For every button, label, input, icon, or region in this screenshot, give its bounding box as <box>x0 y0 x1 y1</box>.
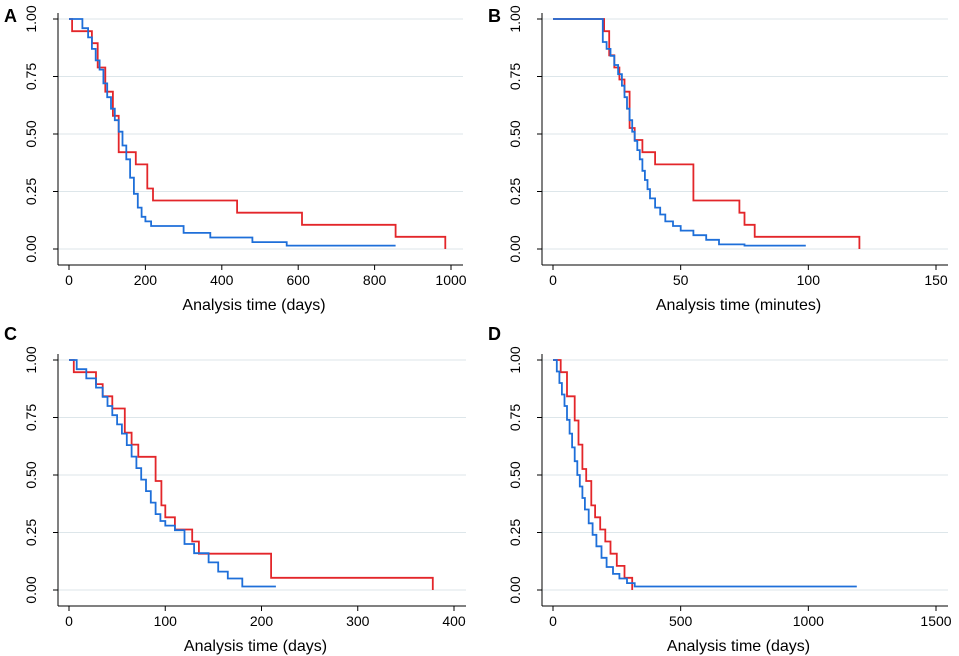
x-tick-label: 500 <box>669 613 693 629</box>
y-tick-label: 1.00 <box>23 346 39 373</box>
x-axis-title: Analysis time (days) <box>184 638 327 655</box>
x-tick-label: 150 <box>924 272 948 288</box>
x-tick-label: 100 <box>797 272 821 288</box>
y-tick-label: 0.75 <box>23 63 39 90</box>
x-tick-label: 1000 <box>435 272 466 288</box>
x-axis-title: Analysis time (minutes) <box>656 297 821 314</box>
y-tick-label: 1.00 <box>507 5 523 32</box>
x-tick-label: 400 <box>442 613 466 629</box>
y-tick-label: 0.50 <box>507 461 523 488</box>
panel-b: 0.00 0.25 0.50 0.75 1.00 0 50 100 150 Analysis ti… <box>488 5 948 314</box>
panel-label-c: C <box>4 324 17 344</box>
y-tick-label: 0.50 <box>23 120 39 147</box>
y-tick-label: 0.75 <box>507 63 523 90</box>
y-tick-label: 1.00 <box>507 346 523 373</box>
x-tick-label: 0 <box>65 613 73 629</box>
x-tick-label: 300 <box>346 613 370 629</box>
x-tick-label: 200 <box>134 272 158 288</box>
y-tick-label: 0.50 <box>507 120 523 147</box>
survival-curve-red <box>553 359 634 590</box>
y-tick-label: 0.00 <box>507 235 523 262</box>
survival-curve-red <box>69 18 447 249</box>
panel-label-a: A <box>4 6 17 26</box>
y-tick-label: 0.00 <box>23 235 39 262</box>
x-tick-label: 1500 <box>920 613 951 629</box>
y-tick-label: 0.75 <box>507 404 523 431</box>
panel-a: 0.00 0.25 0.50 0.75 1.00 0 200 400 600 800 1000 Ana… <box>4 5 467 314</box>
x-tick-label: 0 <box>65 272 73 288</box>
survival-curve-blue <box>69 359 276 588</box>
panel-d: 0.00 0.25 0.50 0.75 1.00 0 500 1000 1500 Analysis… <box>488 324 952 655</box>
x-tick-label: 50 <box>673 272 689 288</box>
x-tick-label: 200 <box>250 613 274 629</box>
y-tick-label: 0.25 <box>23 178 39 205</box>
x-axis-title: Analysis time (days) <box>667 638 810 655</box>
y-tick-label: 0.25 <box>507 519 523 546</box>
y-tick-label: 0.25 <box>507 178 523 205</box>
survival-curve-blue <box>69 18 396 247</box>
panel-label-b: B <box>488 6 501 26</box>
survival-curve-blue <box>553 18 806 247</box>
y-tick-label: 1.00 <box>23 5 39 32</box>
y-tick-label: 0.75 <box>23 404 39 431</box>
y-tick-label: 0.00 <box>507 576 523 603</box>
panel-c: 0.00 0.25 0.50 0.75 1.00 0 100 200 300 400 Analysi… <box>4 324 466 655</box>
y-tick-label: 0.00 <box>23 576 39 603</box>
x-axis-title: Analysis time (days) <box>182 297 325 314</box>
x-tick-label: 800 <box>363 272 387 288</box>
x-tick-label: 100 <box>154 613 178 629</box>
x-tick-label: 1000 <box>793 613 824 629</box>
survival-curve-red <box>69 359 434 590</box>
x-tick-label: 0 <box>549 613 557 629</box>
x-tick-label: 600 <box>287 272 311 288</box>
y-tick-label: 0.50 <box>23 461 39 488</box>
x-tick-label: 400 <box>210 272 234 288</box>
panel-label-d: D <box>488 324 501 344</box>
y-tick-label: 0.25 <box>23 519 39 546</box>
survival-curve-blue <box>553 359 857 588</box>
x-tick-label: 0 <box>549 272 557 288</box>
